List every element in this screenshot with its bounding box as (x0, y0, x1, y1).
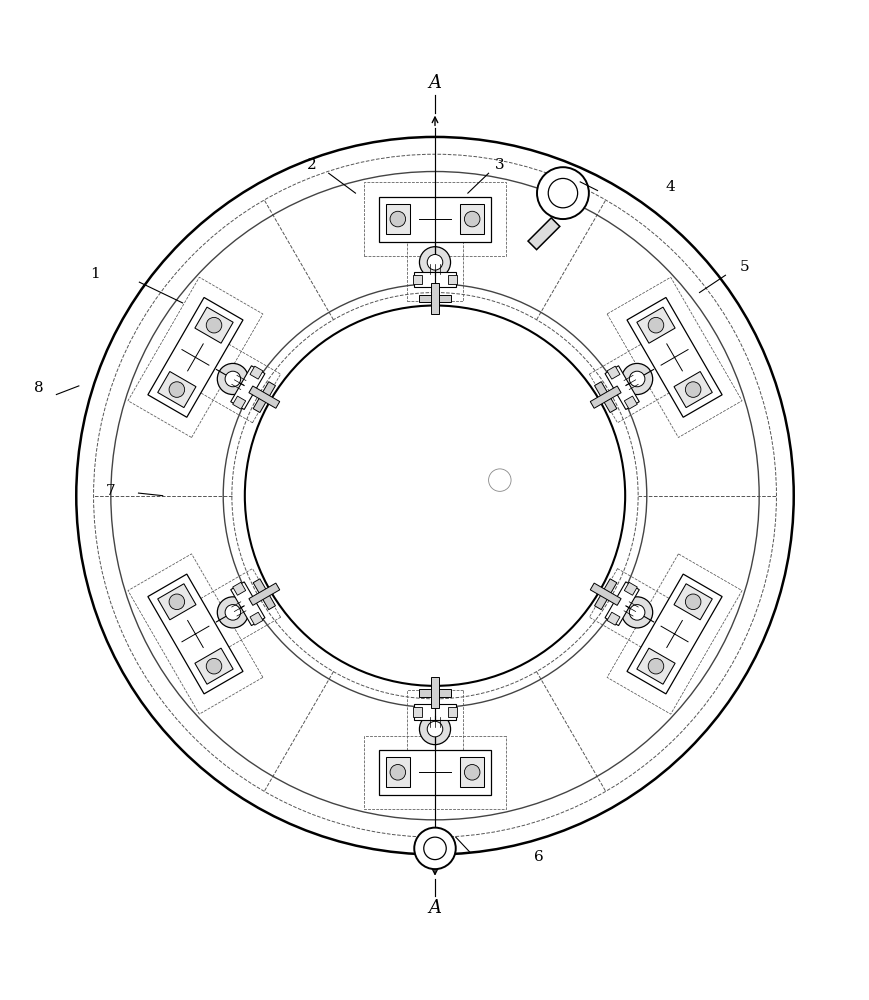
Polygon shape (230, 366, 265, 409)
Polygon shape (627, 297, 721, 417)
Polygon shape (673, 372, 712, 408)
Circle shape (206, 317, 222, 333)
Polygon shape (460, 204, 484, 234)
Polygon shape (604, 366, 639, 409)
Polygon shape (148, 574, 242, 694)
Text: A: A (428, 899, 441, 917)
Polygon shape (447, 275, 456, 284)
Polygon shape (385, 757, 409, 787)
Polygon shape (589, 386, 620, 408)
Polygon shape (195, 307, 233, 343)
Circle shape (620, 363, 652, 395)
Circle shape (620, 597, 652, 628)
Polygon shape (419, 689, 450, 697)
Polygon shape (232, 582, 245, 595)
Polygon shape (419, 295, 450, 302)
Circle shape (217, 363, 249, 395)
Polygon shape (431, 677, 438, 708)
Polygon shape (594, 382, 616, 413)
Polygon shape (253, 579, 275, 610)
Circle shape (628, 371, 644, 387)
Circle shape (414, 828, 455, 869)
Text: 6: 6 (534, 850, 543, 864)
Polygon shape (627, 574, 721, 694)
Circle shape (419, 714, 450, 745)
Polygon shape (230, 582, 265, 626)
Polygon shape (157, 372, 196, 408)
Circle shape (389, 765, 405, 780)
Polygon shape (460, 757, 484, 787)
Circle shape (536, 167, 588, 219)
Polygon shape (607, 612, 620, 625)
Circle shape (685, 382, 700, 397)
Polygon shape (527, 218, 559, 250)
Circle shape (464, 765, 480, 780)
Polygon shape (232, 396, 245, 409)
Circle shape (206, 658, 222, 674)
Circle shape (423, 837, 446, 860)
Circle shape (389, 211, 405, 227)
Polygon shape (385, 204, 409, 234)
Polygon shape (673, 584, 712, 620)
Polygon shape (607, 366, 620, 379)
Polygon shape (414, 272, 455, 287)
Polygon shape (413, 707, 422, 717)
Polygon shape (148, 297, 242, 417)
Circle shape (685, 594, 700, 610)
Polygon shape (594, 579, 616, 610)
Polygon shape (447, 707, 456, 717)
Text: A: A (428, 74, 441, 92)
Circle shape (225, 605, 241, 620)
Polygon shape (413, 275, 422, 284)
Polygon shape (249, 386, 280, 408)
Circle shape (427, 254, 442, 270)
Text: 7: 7 (106, 484, 116, 498)
Polygon shape (636, 307, 674, 343)
Polygon shape (431, 283, 438, 314)
Polygon shape (624, 396, 637, 409)
Circle shape (647, 658, 663, 674)
Polygon shape (249, 583, 280, 605)
Text: 5: 5 (739, 260, 748, 274)
Polygon shape (378, 750, 491, 795)
Text: 1: 1 (90, 267, 100, 281)
Circle shape (427, 721, 442, 737)
Circle shape (419, 247, 450, 278)
Polygon shape (414, 704, 455, 720)
Polygon shape (249, 612, 262, 625)
Polygon shape (157, 584, 196, 620)
Circle shape (647, 317, 663, 333)
Polygon shape (253, 382, 275, 413)
Text: 4: 4 (665, 180, 674, 194)
Circle shape (169, 382, 184, 397)
Text: 8: 8 (34, 381, 43, 395)
Circle shape (225, 371, 241, 387)
Polygon shape (589, 583, 620, 605)
Polygon shape (195, 648, 233, 684)
Circle shape (217, 597, 249, 628)
Polygon shape (378, 197, 491, 242)
Text: 2: 2 (307, 158, 317, 172)
Circle shape (464, 211, 480, 227)
Polygon shape (624, 582, 637, 595)
Polygon shape (249, 366, 262, 379)
Text: 3: 3 (494, 158, 504, 172)
Polygon shape (636, 648, 674, 684)
Circle shape (547, 178, 577, 208)
Circle shape (628, 605, 644, 620)
Circle shape (169, 594, 184, 610)
Polygon shape (604, 582, 639, 626)
